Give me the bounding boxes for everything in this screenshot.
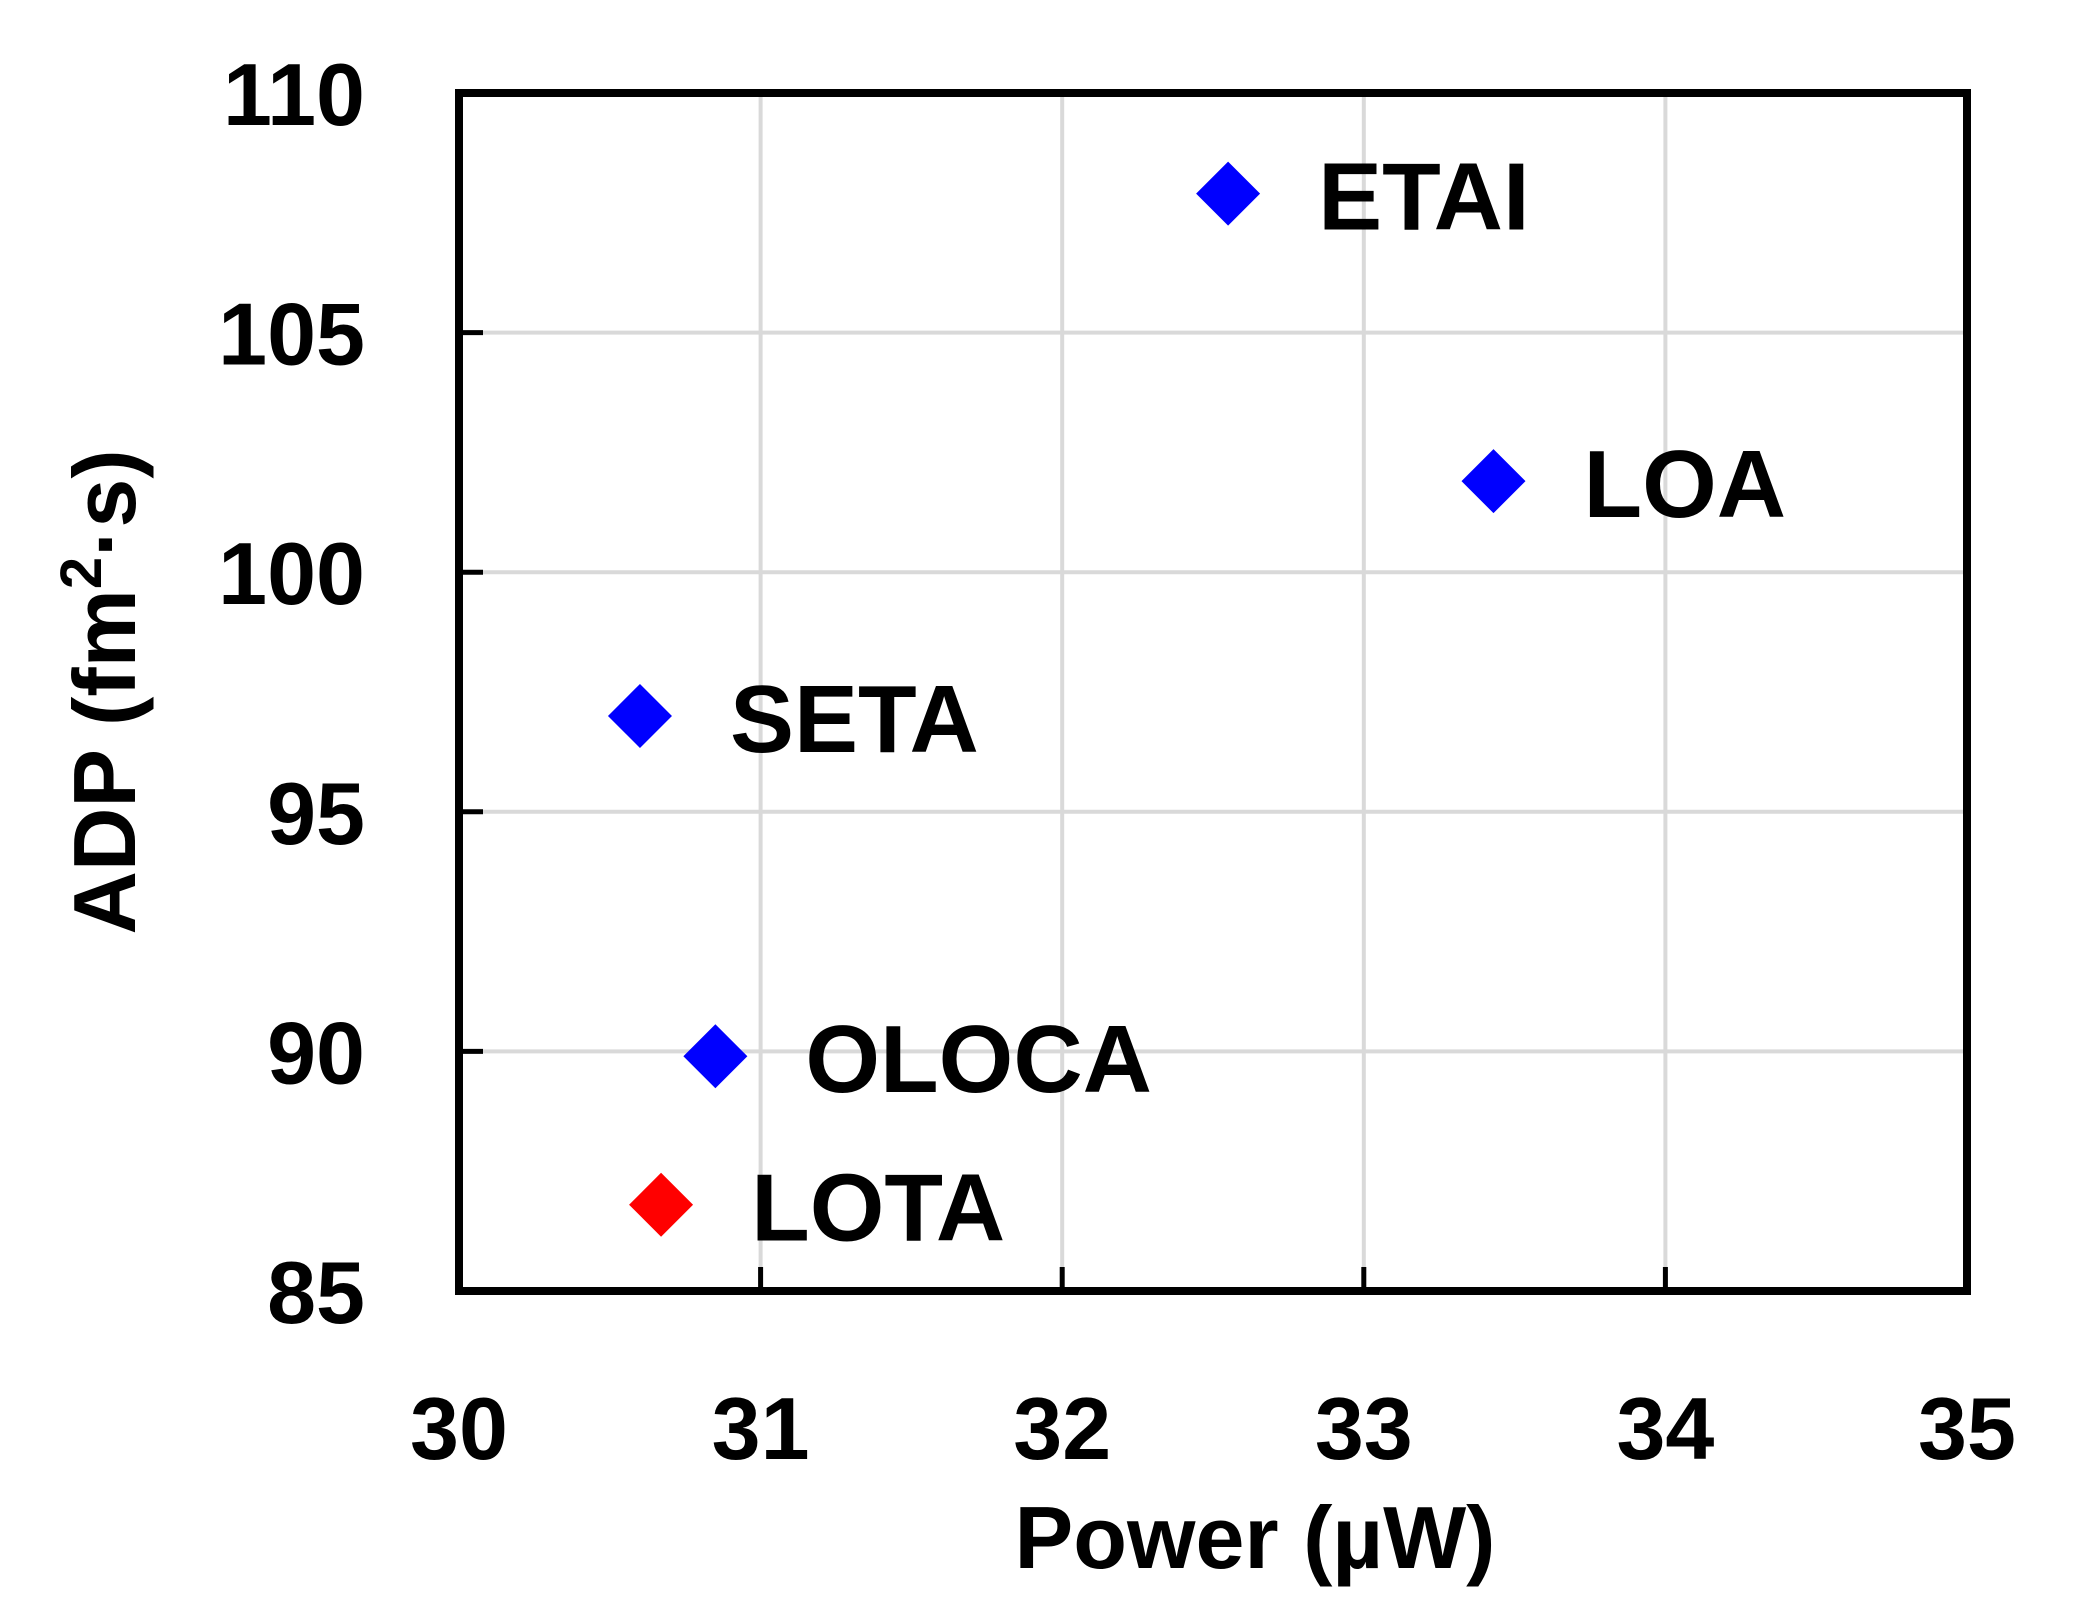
data-points [607,161,1526,1237]
data-point-label: LOTA [751,1155,1005,1262]
data-point-marker [1196,161,1261,226]
x-tick-label: 30 [410,1379,508,1478]
y-axis-title: ADP (fm2·s) [49,449,154,934]
y-tick-label: 85 [267,1243,365,1342]
y-axis-title-main: ADP (fm [55,589,154,935]
point-labels: ETAI LOA SETA OLOCA LOTA [730,144,1786,1262]
x-tick-label: 35 [1918,1379,2016,1478]
y-tick-label: 95 [267,764,365,863]
data-point-label: OLOCA [805,1006,1152,1113]
y-tick-label: 100 [218,524,365,623]
x-axis-title: Power (µW) [1015,1488,1496,1587]
y-tick-labels: 85 90 95 100 105 110 [218,45,365,1342]
y-tick-label: 90 [267,1003,365,1102]
data-point-label: SETA [730,666,979,773]
y-axis-title-superscript: 2 [49,557,114,589]
x-tick-label: 31 [712,1379,810,1478]
data-point-label: LOA [1583,431,1786,538]
grid-lines [459,93,1967,1291]
y-tick-label: 110 [223,45,365,144]
axis-ticks [456,90,1970,1294]
data-point-marker [1461,449,1526,514]
x-tick-label: 34 [1616,1379,1714,1478]
data-point-marker [683,1024,748,1089]
plot-frame [455,89,1971,1295]
y-tick-label: 105 [218,285,365,384]
data-point-label: ETAI [1318,144,1530,251]
x-tick-labels: 30 31 32 33 34 35 [410,1379,2016,1478]
x-tick-label: 33 [1315,1379,1413,1478]
y-axis-title-tail: ·s) [55,449,154,557]
data-point-marker [607,683,672,748]
data-point-marker [629,1172,694,1237]
x-tick-label: 32 [1013,1379,1111,1478]
